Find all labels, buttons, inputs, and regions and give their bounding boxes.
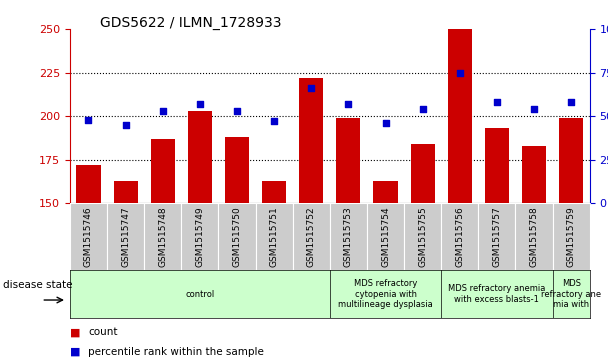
Bar [225,137,249,203]
Bar [516,203,553,270]
Text: disease state: disease state [3,280,72,290]
Text: GSM1515753: GSM1515753 [344,207,353,268]
Bar [336,118,361,203]
Bar [553,203,590,270]
Bar [107,203,144,270]
Bar [114,181,137,203]
Bar [485,129,509,203]
Point [84,117,94,123]
Bar [367,203,404,270]
Point [195,101,205,107]
Bar [255,203,292,270]
Text: GSM1515754: GSM1515754 [381,207,390,267]
Bar [70,203,107,270]
Text: GSM1515750: GSM1515750 [232,207,241,268]
Text: GSM1515748: GSM1515748 [158,207,167,267]
Text: ■: ■ [70,347,80,357]
Point [158,108,168,114]
Text: GSM1515751: GSM1515751 [269,207,278,268]
Text: GSM1515747: GSM1515747 [121,207,130,267]
Bar [404,203,441,270]
Point [529,106,539,112]
Bar [144,203,181,270]
Bar [330,203,367,270]
Text: GDS5622 / ILMN_1728933: GDS5622 / ILMN_1728933 [100,16,282,30]
Bar [181,203,218,270]
Bar [410,144,435,203]
Text: GSM1515759: GSM1515759 [567,207,576,268]
Point [306,85,316,91]
Bar [188,111,212,203]
Point [232,108,242,114]
Text: GSM1515752: GSM1515752 [307,207,316,267]
Text: MDS
refractory ane
mia with: MDS refractory ane mia with [541,279,601,309]
Point [269,118,279,124]
Bar [447,29,472,203]
Bar [151,139,175,203]
Bar [373,181,398,203]
Text: MDS refractory
cytopenia with
multilineage dysplasia: MDS refractory cytopenia with multilinea… [338,279,433,309]
Bar [441,203,478,270]
Text: control: control [185,290,215,298]
Point [455,70,465,76]
Text: ■: ■ [70,327,80,337]
Text: GSM1515757: GSM1515757 [492,207,502,268]
Text: count: count [88,327,118,337]
Bar [77,165,100,203]
Bar [522,146,546,203]
Point [121,122,131,128]
Point [492,99,502,105]
Text: MDS refractory anemia
with excess blasts-1: MDS refractory anemia with excess blasts… [448,284,545,304]
Point [381,120,390,126]
Point [418,106,427,112]
Text: percentile rank within the sample: percentile rank within the sample [88,347,264,357]
Text: GSM1515749: GSM1515749 [195,207,204,267]
Bar [299,78,323,203]
Bar [262,181,286,203]
Point [344,101,353,107]
Text: GSM1515755: GSM1515755 [418,207,427,268]
Bar [478,203,516,270]
Text: GSM1515758: GSM1515758 [530,207,539,268]
Text: GSM1515746: GSM1515746 [84,207,93,267]
Bar [292,203,330,270]
Bar [218,203,255,270]
Bar [559,118,583,203]
Text: GSM1515756: GSM1515756 [455,207,465,268]
Point [566,99,576,105]
